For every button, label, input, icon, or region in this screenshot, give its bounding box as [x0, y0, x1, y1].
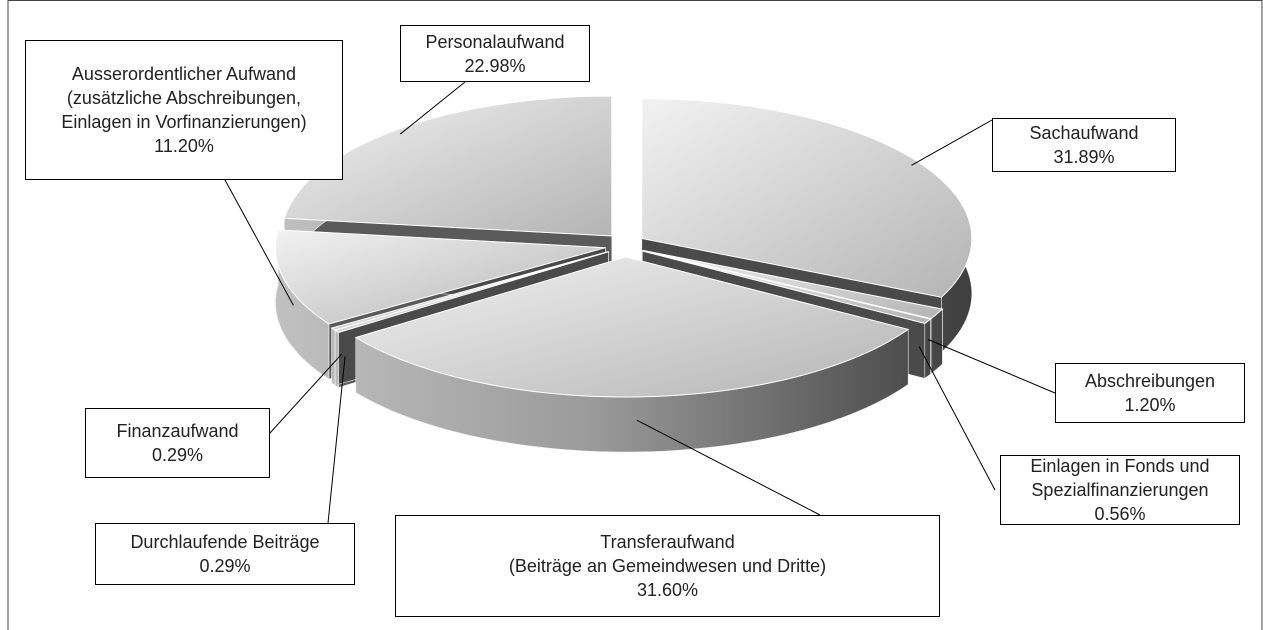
category-label: Durchlaufende Beiträge	[130, 532, 320, 552]
value-label: 31.60%	[636, 580, 699, 600]
leader-line	[399, 81, 466, 135]
value-label: 0.29%	[199, 556, 251, 576]
label-box: Finanzaufwand 0.29%	[85, 408, 270, 478]
chart-frame	[7, 0, 1263, 630]
leader-line	[269, 353, 342, 434]
leader-line	[636, 419, 821, 516]
slice-wall	[331, 327, 336, 386]
slice	[283, 95, 613, 237]
leader-line	[927, 339, 1056, 394]
leader-line	[918, 346, 996, 491]
category-label: Personalaufwand	[425, 31, 565, 52]
slice	[354, 256, 910, 398]
slice	[274, 229, 606, 325]
value-label: 11.20%	[154, 136, 214, 156]
label-box: Transferaufwand (Beiträge an Gemeindwese…	[395, 515, 940, 617]
leader-line	[327, 356, 346, 524]
leader-line	[224, 179, 294, 306]
category-label: Sachaufwand	[1029, 123, 1139, 143]
slice	[641, 97, 973, 298]
leader-line	[911, 119, 993, 166]
label-box: Sachaufwand 31.89%	[992, 118, 1176, 172]
label-box: Personalaufwand 22.98%	[400, 25, 590, 82]
value-label: 22.98%	[464, 55, 526, 76]
category-label: Ausserordentlicher Aufwand (zusätzliche …	[61, 64, 307, 132]
category-label: Einlagen in Fonds und Spezialfinanzierun…	[1030, 456, 1210, 500]
value-label: 1.20%	[1124, 395, 1176, 415]
value-label: 0.29%	[151, 445, 204, 465]
value-label: 31.89%	[1053, 147, 1115, 167]
category-label: Transferaufwand (Beiträge an Gemeindwese…	[508, 532, 827, 576]
value-label: 0.56%	[1094, 504, 1146, 524]
slice-wall	[924, 318, 931, 379]
category-label: Finanzaufwand	[116, 421, 239, 441]
slice	[333, 251, 609, 333]
slice	[642, 249, 944, 320]
label-box: Ausserordentlicher Aufwand (zusätzliche …	[25, 40, 343, 180]
label-box: Einlagen in Fonds und Spezialfinanzierun…	[1000, 455, 1240, 525]
category-label: Abschreibungen	[1084, 371, 1216, 391]
slice	[642, 250, 932, 324]
label-box: Durchlaufende Beiträge 0.29%	[95, 523, 355, 585]
label-box: Abschreibungen 1.20%	[1055, 363, 1245, 423]
